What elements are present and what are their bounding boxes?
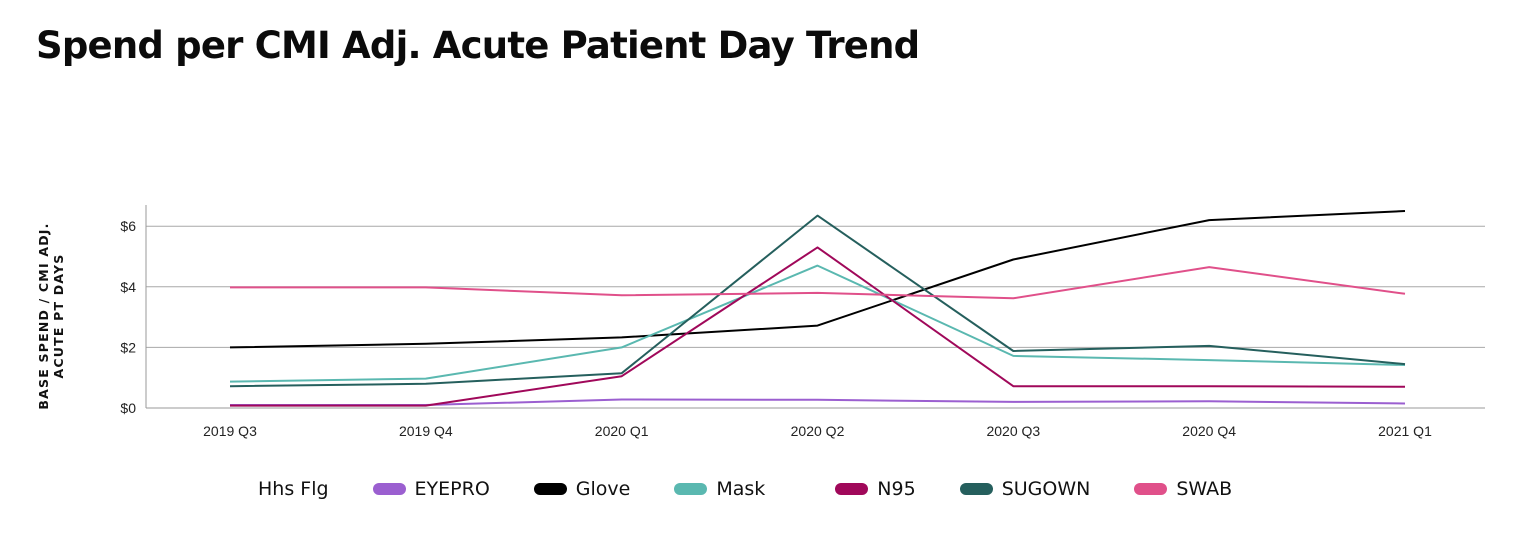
legend-swatch xyxy=(959,483,993,495)
legend-swatch xyxy=(674,483,708,495)
legend-swatch xyxy=(372,483,406,495)
y-tick-label: $2 xyxy=(120,339,136,355)
legend-item-sugown[interactable]: SUGOWN xyxy=(959,478,1091,500)
legend-label: Mask xyxy=(716,478,766,500)
legend: Hhs Flg EYEPRO Glove Mask N95 SUGOWN SWAB xyxy=(258,478,1232,500)
legend-item-eyepro[interactable]: EYEPRO xyxy=(372,478,490,500)
legend-label: EYEPRO xyxy=(414,478,490,500)
y-tick-label: $0 xyxy=(120,400,136,416)
legend-item-swab[interactable]: SWAB xyxy=(1134,478,1232,500)
legend-label: SWAB xyxy=(1176,478,1233,500)
legend-label: Glove xyxy=(575,478,631,500)
legend-item-glove[interactable]: Glove xyxy=(533,478,631,500)
y-tick-label: $4 xyxy=(120,279,136,295)
x-tick-label: 2019 Q3 xyxy=(203,423,257,439)
y-tick-label: $6 xyxy=(120,218,136,234)
series-line-eyepro xyxy=(230,398,1406,406)
series-line-sugown xyxy=(229,214,1406,388)
legend-title: Hhs Flg xyxy=(258,478,329,500)
x-tick-label: 2020 Q2 xyxy=(791,423,845,439)
legend-item-n95[interactable]: N95 xyxy=(835,478,916,500)
series-line-n95 xyxy=(230,246,1406,407)
x-tick-label: 2019 Q4 xyxy=(399,423,453,439)
legend-label: N95 xyxy=(877,478,916,500)
legend-item-mask[interactable]: Mask xyxy=(674,478,765,500)
legend-swatch xyxy=(1134,483,1168,495)
legend-swatch xyxy=(835,483,869,495)
series-line-swab xyxy=(230,266,1406,300)
x-tick-label: 2021 Q1 xyxy=(1378,423,1432,439)
chart-title: Spend per CMI Adj. Acute Patient Day Tre… xyxy=(36,24,920,67)
series-line-glove xyxy=(229,210,1406,349)
x-tick-label: 2020 Q4 xyxy=(1182,423,1236,439)
legend-swatch xyxy=(533,483,567,495)
y-axis-title: BASE SPEND / CMI ADJ.ACUTE PT DAYS xyxy=(36,222,66,409)
x-tick-label: 2020 Q3 xyxy=(986,423,1040,439)
x-tick-label: 2020 Q1 xyxy=(595,423,649,439)
legend-label: SUGOWN xyxy=(1001,478,1091,500)
series-line-mask xyxy=(229,264,1406,383)
